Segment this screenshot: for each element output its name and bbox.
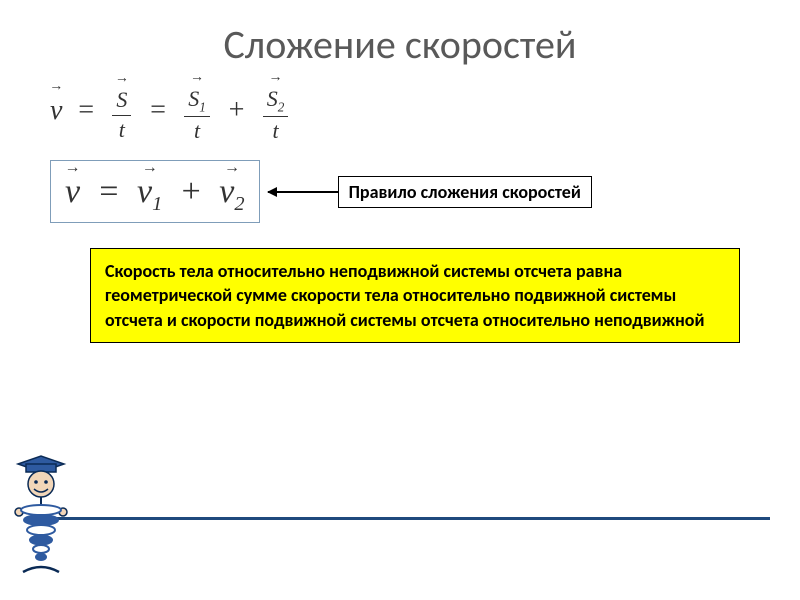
fraction-s2-t: S2 t	[263, 79, 289, 145]
slide-title: Сложение скоростей	[30, 20, 770, 69]
vector-v-result: v	[65, 167, 80, 211]
formula-velocity-addition: v = v1 + v2	[50, 160, 260, 223]
arrow-connector	[268, 191, 338, 193]
vector-v2: v2	[219, 167, 244, 216]
fraction-s1-t: S1 t	[184, 79, 210, 145]
definition-box: Скорость тела относительно неподвижной с…	[90, 248, 740, 343]
fraction-s-t: S t	[112, 80, 131, 144]
formula-rule-row: v = v1 + v2 Правило сложения скоростей	[50, 160, 770, 223]
character-icon	[8, 450, 74, 580]
formula-derivation: v = S t = S1 t + S2 t	[50, 79, 770, 145]
rule-label-box: Правило сложения скоростей	[338, 176, 592, 208]
vector-v1: v1	[137, 167, 162, 216]
bottom-divider	[30, 517, 770, 520]
slide-container: Сложение скоростей v = S t = S1 t + S2 t…	[0, 0, 800, 600]
vector-v: v	[50, 89, 62, 127]
